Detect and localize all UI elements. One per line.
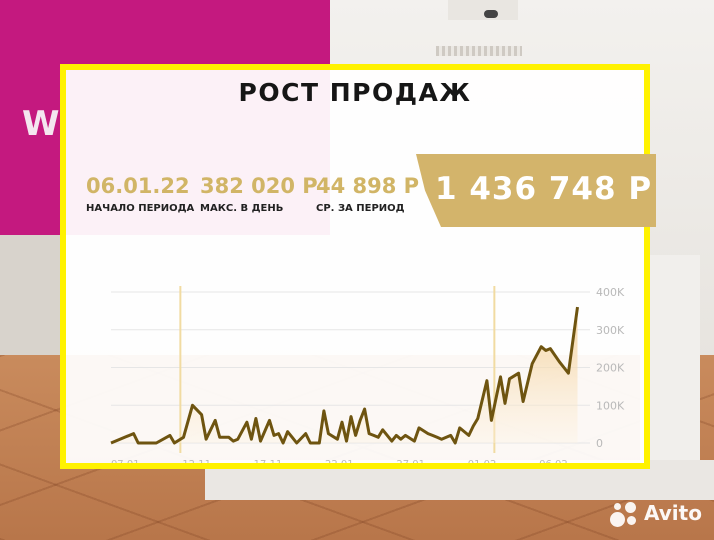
x-tick-label: 27.01	[396, 459, 425, 463]
avito-logo-icon	[610, 502, 640, 528]
x-tick-label: 01.02	[468, 459, 497, 463]
x-tick-label: 17.11	[254, 459, 283, 463]
x-axis-ticks: 07.01 12.11 17.11 22.01 27.01 01.02 06.02	[111, 459, 568, 463]
card-title: РОСТ ПРОДАЖ	[238, 78, 472, 107]
background-air-vent	[436, 46, 522, 56]
x-tick-label: 12.11	[182, 459, 211, 463]
x-tick-label: 07.01	[111, 459, 140, 463]
stat-period-start: 06.01.22 НАЧАЛО ПЕРИОДА	[86, 174, 194, 214]
stat-label: НАЧАЛО ПЕРИОДА	[86, 203, 195, 214]
y-tick-label: 100K	[596, 399, 625, 412]
background-wall-logo: W	[22, 104, 60, 144]
sales-chart: 0 100K 200K 300K 400K 07.01 12.11 17.11 22.01 27…	[110, 286, 625, 463]
stat-label: МАКС. В ДЕНЬ	[200, 203, 284, 214]
y-tick-label: 0	[596, 437, 603, 450]
total-value: 1 436 748 Р	[435, 171, 653, 207]
y-tick-label: 400K	[596, 286, 625, 299]
stat-value: 06.01.22	[86, 174, 190, 198]
background-camera	[484, 10, 498, 18]
background-ceiling-panel	[448, 0, 518, 20]
sales-line	[110, 306, 579, 445]
sales-growth-card: РОСТ ПРОДАЖ 06.01.22 НАЧАЛО ПЕРИОДА 382 …	[60, 64, 656, 469]
stat-label: СР. ЗА ПЕРИОД	[316, 203, 405, 214]
sales-area-fill	[111, 307, 578, 443]
stat-max-per-day: 382 020 Р МАКС. В ДЕНЬ	[200, 174, 318, 214]
x-tick-label: 22.01	[325, 459, 354, 463]
x-tick-label: 06.02	[539, 459, 568, 463]
background-wall-corner	[0, 235, 60, 360]
y-axis-ticks: 0 100K 200K 300K 400K	[596, 286, 625, 450]
avito-watermark-text: Avito	[644, 501, 702, 525]
stat-value: 382 020 Р	[200, 174, 318, 198]
y-tick-label: 200K	[596, 362, 625, 375]
y-tick-label: 300K	[596, 324, 625, 337]
stat-value: 44 898 Р	[316, 174, 420, 198]
background-counter	[640, 255, 700, 495]
stat-average: 44 898 Р СР. ЗА ПЕРИОД	[316, 174, 419, 214]
total-banner	[416, 154, 656, 227]
